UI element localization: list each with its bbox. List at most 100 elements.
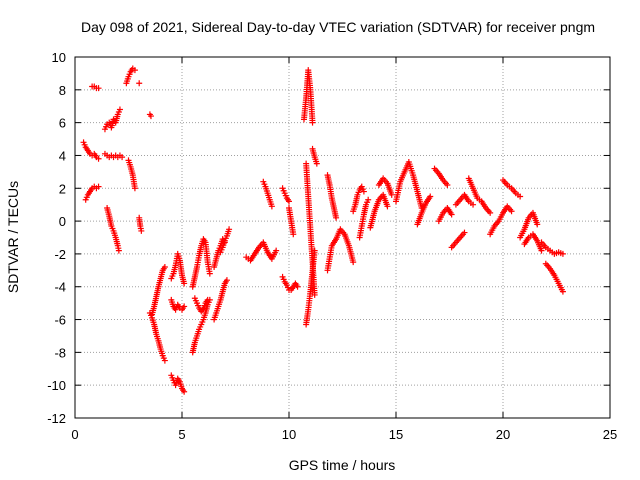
data-series-seg5 (101, 150, 126, 161)
data-series-seg41 (435, 204, 455, 225)
data-series-seg18 (189, 236, 213, 290)
y-tick-label: 4 (59, 148, 66, 163)
data-point-marker (470, 201, 477, 208)
data-series-seg17 (189, 296, 213, 356)
data-series-seg35 (356, 196, 372, 241)
data-series-seg23 (243, 239, 280, 264)
data-point-marker (487, 209, 494, 216)
data-point-marker (131, 185, 138, 192)
data-series-seg2 (82, 183, 102, 203)
data-point-marker (181, 303, 188, 310)
data-point-marker (223, 277, 230, 284)
y-tick-label: -4 (54, 280, 66, 295)
data-series-seg29 (303, 160, 318, 298)
data-series-seg24 (260, 178, 275, 210)
data-series-seg19 (191, 295, 211, 315)
y-tick-label: -2 (54, 247, 66, 262)
data-point-marker (286, 198, 292, 205)
data-point-marker (427, 193, 434, 200)
data-point-marker (115, 247, 122, 254)
data-series-seg40 (431, 165, 451, 188)
data-point-marker (181, 280, 188, 287)
plot-frame (74, 56, 611, 419)
y-tick-label: 6 (59, 116, 66, 131)
data-point-marker (311, 291, 318, 298)
x-axis-label: GPS time / hours (289, 457, 396, 473)
data-point-marker (448, 211, 455, 218)
data-point-marker (119, 154, 126, 161)
data-series-seg39 (414, 193, 434, 228)
x-tick-label: 25 (603, 427, 617, 442)
data-series-seg3 (89, 83, 102, 92)
data-point-marker (365, 196, 372, 203)
x-tick-label: 15 (389, 427, 403, 442)
data-series-seg33 (324, 172, 340, 221)
data-series-seg46 (500, 177, 524, 200)
x-tick-label: 10 (282, 427, 296, 442)
x-tick-label: 5 (178, 427, 185, 442)
data-point-marker (206, 270, 213, 277)
data-series-seg20 (211, 277, 230, 323)
tick-layer: 0 5 10 15 20 25 -12 -10 -8 -6 -4 -2 0 2 4 6 8 10 (47, 50, 617, 442)
data-series-seg22 (217, 226, 233, 256)
data-point-marker (290, 231, 297, 238)
data-series-seg45 (487, 203, 515, 238)
data-point-marker (508, 208, 515, 215)
y-tick-label: -6 (54, 313, 66, 328)
data-series-seg50 (542, 260, 566, 295)
data-series-seg32 (324, 226, 357, 274)
data-series-seg15 (168, 250, 188, 287)
chart-title: Day 098 of 2021, Sidereal Day-to-day VTE… (81, 19, 595, 35)
data-series-seg6 (104, 204, 122, 254)
data-point-marker (131, 67, 138, 74)
data-series-seg38 (393, 159, 425, 211)
data-point-marker (559, 250, 566, 257)
data-series-seg8 (125, 157, 138, 192)
data-series-seg13 (149, 264, 168, 318)
data-series-seg12 (146, 309, 168, 364)
data-point-marker (534, 221, 541, 228)
data-series-seg7 (123, 65, 138, 87)
data-point-marker (384, 203, 391, 210)
data-series-seg31 (309, 145, 320, 167)
x-tick-label: 20 (496, 427, 510, 442)
data-series-seg42 (448, 229, 468, 251)
data-point-marker (95, 183, 102, 190)
data-point-marker (226, 226, 233, 233)
data-series-seg25 (279, 185, 292, 205)
data-point-marker (95, 85, 102, 92)
data-series-seg10 (136, 214, 145, 234)
y-tick-label: 10 (52, 50, 66, 65)
data-series-seg27 (286, 204, 297, 238)
data-point-marker (138, 227, 145, 234)
data-series-seg44 (465, 175, 494, 216)
y-axis-label: SDTVAR / TECUs (5, 181, 21, 293)
data-point-marker (350, 259, 357, 266)
data-series-seg16 (168, 296, 188, 313)
data-point-marker (333, 214, 340, 221)
data-series-seg9 (136, 80, 143, 87)
data-series-seg30 (303, 247, 318, 328)
y-tick-label: -10 (47, 378, 66, 393)
data-point-marker (294, 283, 301, 290)
data-series-seg28 (300, 67, 316, 126)
data-point-marker (311, 247, 318, 254)
y-tick-label: 2 (59, 181, 66, 196)
data-series-seg36 (367, 191, 391, 231)
data-point-marker (538, 247, 545, 254)
data-series-seg14 (168, 372, 188, 395)
data-series-seg26 (279, 273, 301, 294)
data-point-marker (95, 155, 102, 162)
data-series-seg11 (146, 111, 154, 120)
y-tick-label: -12 (47, 411, 66, 426)
data-point-marker (136, 80, 143, 87)
data-point-marker (388, 191, 395, 198)
data-point-marker (313, 160, 320, 167)
data-point-marker (204, 296, 211, 303)
data-series-seg49 (538, 239, 566, 257)
data-series-seg43 (452, 191, 477, 208)
data-series-seg37 (375, 175, 395, 198)
y-tick-label: 0 (59, 214, 66, 229)
data-point-marker (444, 181, 451, 188)
